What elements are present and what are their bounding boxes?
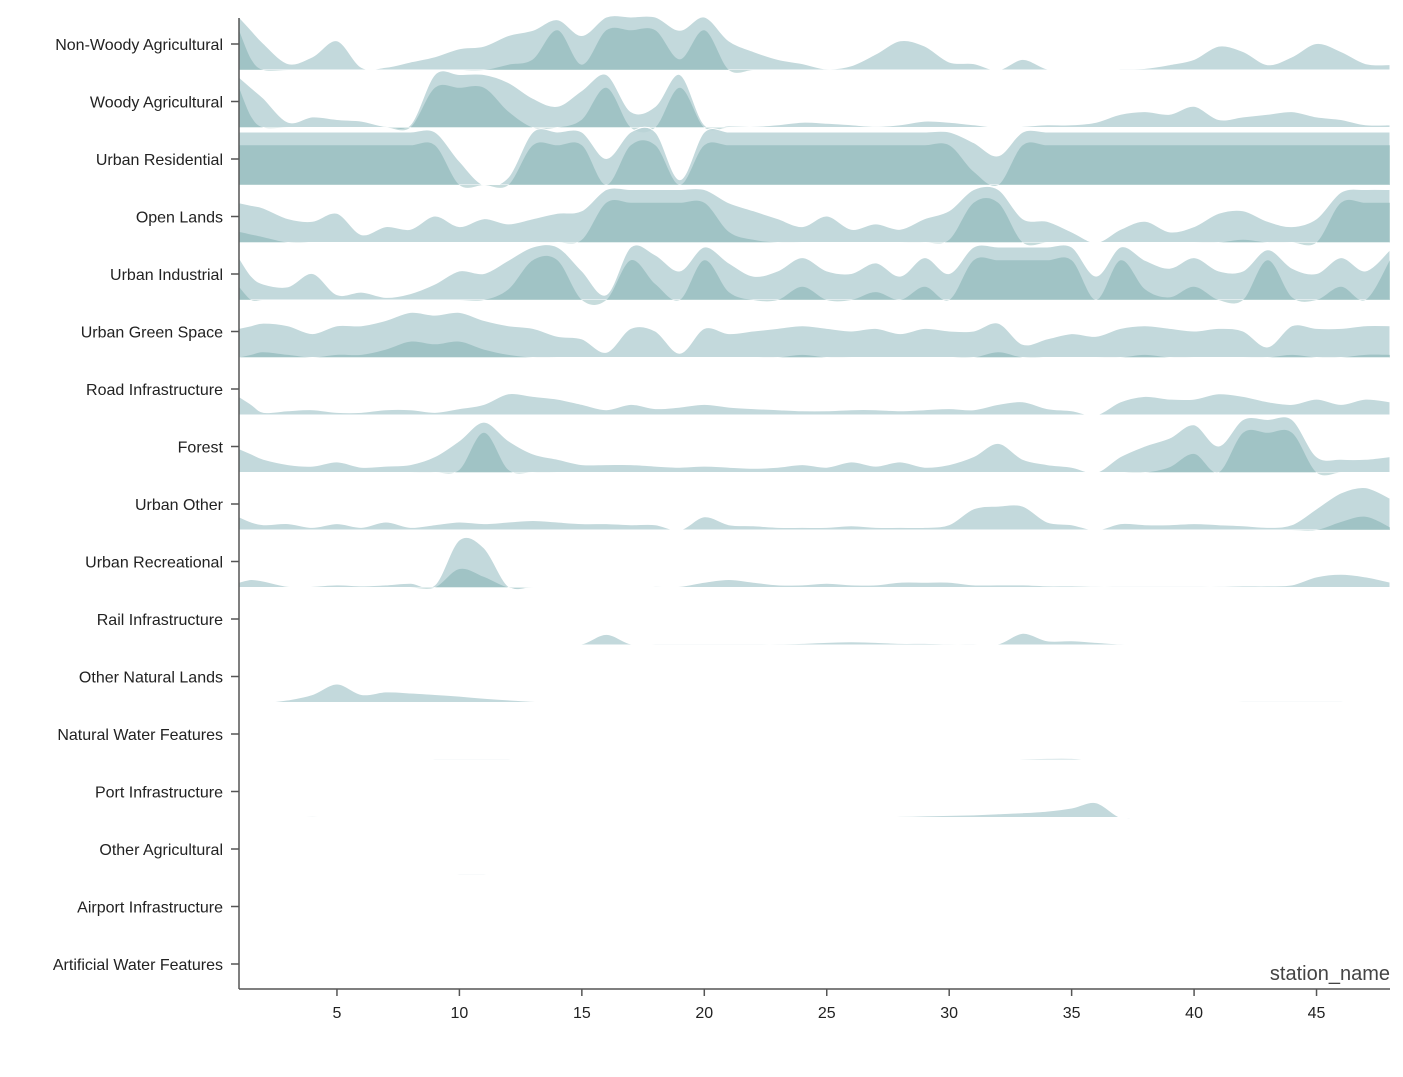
- y-tick-label: Airport Infrastructure: [77, 900, 223, 917]
- y-tick-label: Urban Other: [135, 497, 224, 514]
- y-tick-label: Other Natural Lands: [79, 670, 223, 687]
- x-axis-ticks: 5 10 15 20 25 30 35 40 45: [333, 989, 1326, 1022]
- x-tick-label: 35: [1063, 1005, 1081, 1022]
- y-tick-label: Urban Industrial: [110, 267, 223, 284]
- ridge-area-inner: [239, 140, 1390, 188]
- x-tick-label: 25: [818, 1005, 836, 1022]
- ridge-natural-water-features: [238, 757, 1390, 761]
- x-axis-title: station_name: [1270, 963, 1390, 985]
- ridge-area: [238, 311, 1391, 358]
- y-tick-label: Forest: [178, 440, 224, 457]
- ridge-urban-residential: [238, 126, 1391, 188]
- x-tick-label: 5: [333, 1005, 342, 1022]
- ridge-area: [239, 801, 1390, 820]
- y-tick-label: Rail Infrastructure: [97, 612, 223, 629]
- ridge-port-infrastructure: [239, 801, 1390, 820]
- ridges-layer: [238, 15, 1391, 991]
- ridge-area: [238, 70, 1391, 130]
- ridge-urban-industrial: [238, 244, 1391, 305]
- ridge-area-inner: [239, 84, 1390, 133]
- y-tick-label: Urban Residential: [96, 152, 223, 169]
- ridge-urban-recreational: [238, 536, 1391, 591]
- y-tick-label: Other Agricultural: [99, 842, 223, 859]
- ridge-area: [239, 873, 1390, 876]
- ridge-area-inner: [239, 255, 1390, 305]
- ridge-area: [238, 486, 1391, 531]
- y-tick-label: Port Infrastructure: [95, 785, 223, 802]
- ridge-urban-green-space: [238, 311, 1391, 358]
- ridge-rail-infrastructure: [238, 632, 1391, 646]
- ridge-open-lands: [238, 185, 1391, 246]
- ridge-area: [238, 15, 1391, 71]
- y-tick-label: Non-Woody Agricultural: [55, 37, 223, 54]
- y-tick-label: Artificial Water Features: [53, 957, 223, 974]
- ridge-urban-other: [238, 486, 1391, 531]
- ridge-area: [238, 757, 1390, 761]
- x-tick-label: 45: [1308, 1005, 1326, 1022]
- ridge-other-agricultural: [239, 873, 1390, 876]
- ridge-woody-agricultural: [238, 70, 1391, 133]
- x-tick-label: 40: [1185, 1005, 1203, 1022]
- ridge-forest: [238, 416, 1391, 476]
- y-tick-label: Open Lands: [136, 210, 223, 227]
- y-tick-label: Road Infrastructure: [86, 382, 223, 399]
- y-axis-labels: Non-Woody Agricultural Woody Agricultural…: [53, 37, 239, 974]
- ridge-area: [239, 683, 1391, 704]
- y-tick-label: Urban Green Space: [81, 325, 223, 342]
- ridge-area-inner: [239, 568, 1390, 589]
- x-tick-label: 30: [940, 1005, 958, 1022]
- ridge-non-woody-agricultural: [238, 15, 1391, 73]
- ridge-area-inner: [239, 341, 1390, 358]
- ridge-area: [238, 393, 1391, 416]
- x-tick-label: 15: [573, 1005, 591, 1022]
- y-tick-label: Woody Agricultural: [90, 95, 223, 112]
- ridge-area: [238, 185, 1391, 244]
- ridge-road-infrastructure: [238, 393, 1391, 416]
- ridge-area: [238, 244, 1391, 301]
- x-tick-label: 20: [695, 1005, 713, 1022]
- y-tick-label: Urban Recreational: [85, 555, 223, 572]
- ridge-area: [238, 536, 1391, 591]
- ridge-area: [238, 416, 1391, 474]
- ridge-other-natural-lands: [239, 683, 1391, 704]
- ridge-area-inner: [239, 429, 1390, 476]
- ridge-area: [238, 126, 1391, 187]
- x-tick-label: 10: [451, 1005, 469, 1022]
- y-tick-label: Natural Water Features: [57, 727, 223, 744]
- ridge-area: [238, 632, 1391, 646]
